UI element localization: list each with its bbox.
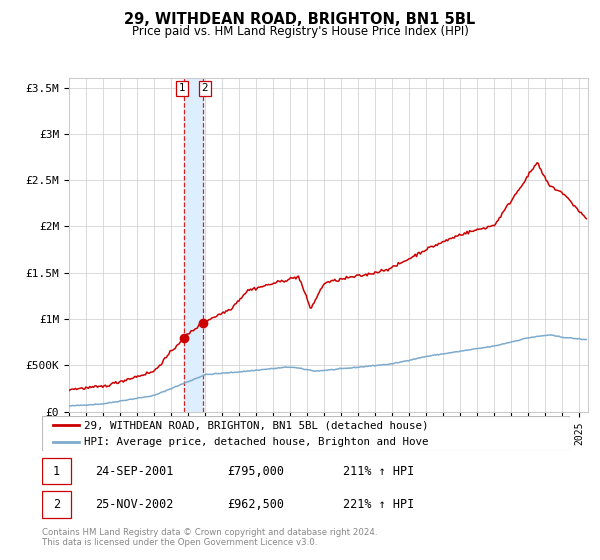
Text: 2: 2 xyxy=(53,498,60,511)
Text: Price paid vs. HM Land Registry's House Price Index (HPI): Price paid vs. HM Land Registry's House … xyxy=(131,25,469,38)
Bar xyxy=(184,78,203,412)
Text: 211% ↑ HPI: 211% ↑ HPI xyxy=(343,465,414,478)
Text: 25-NOV-2002: 25-NOV-2002 xyxy=(95,498,173,511)
Text: 2: 2 xyxy=(202,83,208,94)
Text: 1: 1 xyxy=(179,83,185,94)
Text: Contains HM Land Registry data © Crown copyright and database right 2024.
This d: Contains HM Land Registry data © Crown c… xyxy=(42,528,377,547)
Text: HPI: Average price, detached house, Brighton and Hove: HPI: Average price, detached house, Brig… xyxy=(84,437,429,447)
Text: 1: 1 xyxy=(53,465,60,478)
Text: £795,000: £795,000 xyxy=(227,465,284,478)
Text: £962,500: £962,500 xyxy=(227,498,284,511)
Bar xyxy=(42,458,71,484)
Text: 221% ↑ HPI: 221% ↑ HPI xyxy=(343,498,414,511)
Bar xyxy=(42,492,71,518)
Text: 24-SEP-2001: 24-SEP-2001 xyxy=(95,465,173,478)
Text: 29, WITHDEAN ROAD, BRIGHTON, BN1 5BL (detached house): 29, WITHDEAN ROAD, BRIGHTON, BN1 5BL (de… xyxy=(84,421,429,431)
Text: 29, WITHDEAN ROAD, BRIGHTON, BN1 5BL: 29, WITHDEAN ROAD, BRIGHTON, BN1 5BL xyxy=(124,12,476,27)
